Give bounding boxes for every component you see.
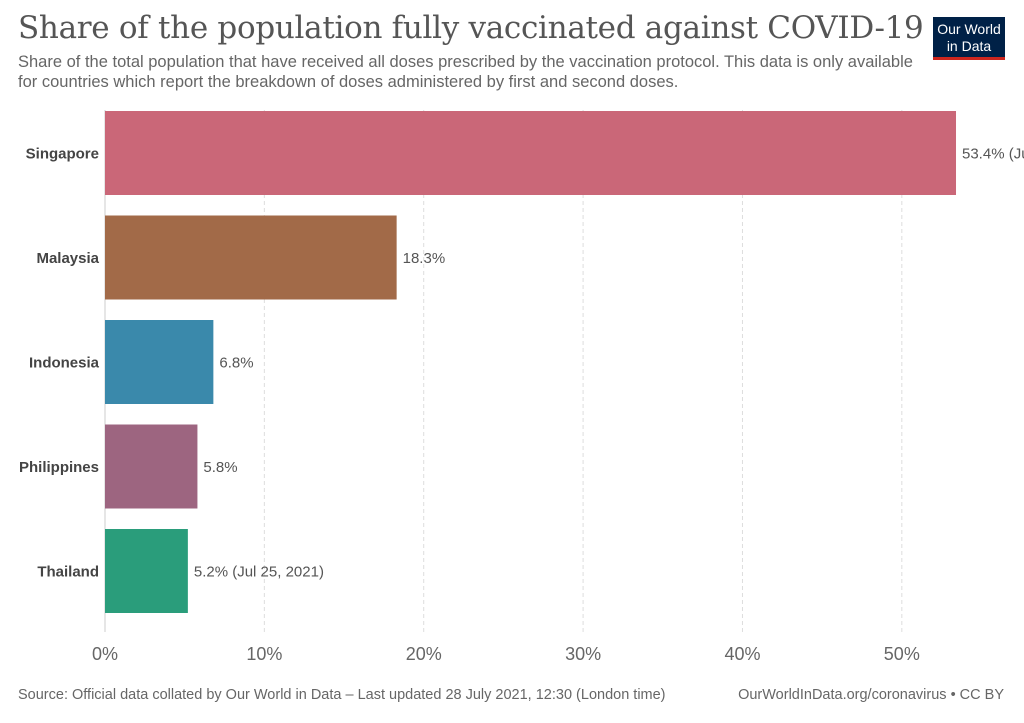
x-tick-label: 0% [92,644,118,664]
category-label: Thailand [37,564,99,581]
category-label: Malaysia [36,250,99,267]
chart-title: Share of the population fully vaccinated… [18,10,924,46]
bar-malaysia [105,215,397,300]
data-label: 6.8% [219,355,253,372]
category-label: Singapore [26,146,99,163]
data-label: 18.3% [403,250,446,267]
owid-logo[interactable]: Our World in Data [933,17,1005,60]
bar-thailand [105,529,188,613]
bar-singapore [105,111,957,195]
chart-subtitle: Share of the total population that have … [18,53,913,91]
source-note: Source: Official data collated by Our Wo… [18,687,666,703]
license-link[interactable]: OurWorldInData.org/coronavirus • CC BY [738,687,1004,703]
bar-philippines [105,424,198,509]
data-label: 53.4% (Jul 26, 2021) [962,146,1024,163]
x-tick-label: 20% [406,644,442,664]
bar-indonesia [105,320,214,404]
x-tick-label: 30% [565,644,601,664]
data-label: 5.8% [203,459,237,476]
logo-line-1: Our World [937,21,1001,37]
logo-line-2: in Data [946,38,992,54]
x-tick-label: 40% [724,644,760,664]
x-tick-label: 50% [884,644,920,664]
category-label: Philippines [19,459,99,476]
x-tick-label: 10% [246,644,282,664]
category-label: Indonesia [29,355,100,372]
data-label: 5.2% (Jul 25, 2021) [194,564,324,581]
